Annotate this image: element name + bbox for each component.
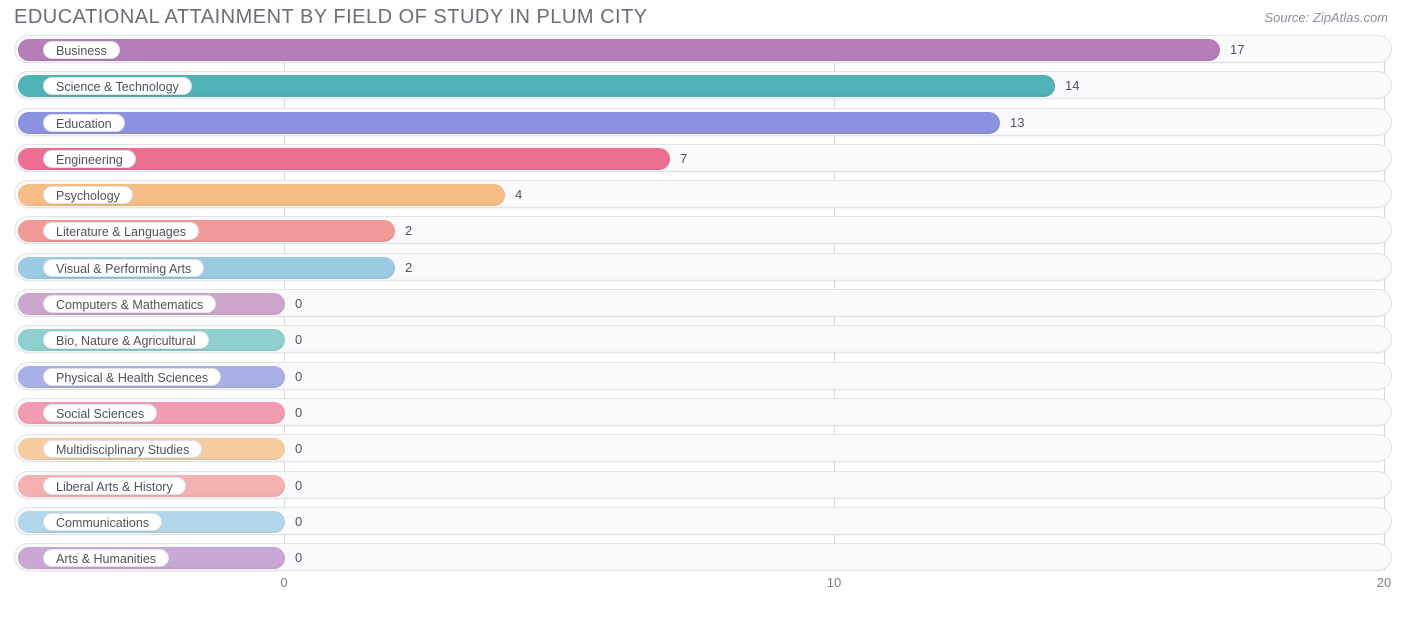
bar-cap-icon [18,475,40,497]
bar-row: Physical & Health Sciences 0 [14,362,1392,390]
value-label: 0 [295,513,302,531]
header-row: EDUCATIONAL ATTAINMENT BY FIELD OF STUDY… [0,0,1406,33]
value-label: 2 [405,259,412,277]
value-label: 0 [295,368,302,386]
chart-area: Business 17 Science & Technology 14 Educatio… [0,33,1406,595]
category-pill: Liberal Arts & History [43,477,186,495]
category-pill: Arts & Humanities [43,549,169,567]
category-pill: Science & Technology [43,77,192,95]
value-label: 0 [295,295,302,313]
bar-row: Education 13 [14,108,1392,136]
value-label: 0 [295,404,302,422]
bar-cap-icon [18,402,40,424]
bar [18,112,1000,134]
category-pill: Physical & Health Sciences [43,368,221,386]
plot-wrap: Business 17 Science & Technology 14 Educatio… [14,35,1392,571]
bar-row: Multidisciplinary Studies 0 [14,434,1392,462]
value-label: 2 [405,222,412,240]
bar-row: Science & Technology 14 [14,71,1392,99]
category-pill: Engineering [43,150,136,168]
category-pill: Education [43,114,125,132]
bar [18,39,1220,61]
x-axis: 0 10 20 [14,573,1392,595]
bar-row: Bio, Nature & Agricultural 0 [14,325,1392,353]
value-label: 13 [1010,114,1024,132]
value-label: 4 [515,186,522,204]
category-pill: Bio, Nature & Agricultural [43,331,209,349]
category-pill: Communications [43,513,162,531]
bar-cap-icon [18,257,40,279]
axis-tick-label: 0 [280,575,287,590]
bar-row: Liberal Arts & History 0 [14,471,1392,499]
bar-cap-icon [18,547,40,569]
category-pill: Literature & Languages [43,222,199,240]
bar-row: Arts & Humanities 0 [14,543,1392,571]
bar-row: Communications 0 [14,507,1392,535]
axis-tick-label: 20 [1377,575,1391,590]
bar-cap-icon [18,366,40,388]
value-label: 0 [295,440,302,458]
value-label: 0 [295,477,302,495]
axis-tick-label: 10 [827,575,841,590]
category-pill: Computers & Mathematics [43,295,216,313]
bar-row: Business 17 [14,35,1392,63]
bar-cap-icon [18,39,40,61]
bar-row: Visual & Performing Arts 2 [14,253,1392,281]
chart-title: EDUCATIONAL ATTAINMENT BY FIELD OF STUDY… [14,6,648,29]
bar-cap-icon [18,511,40,533]
category-pill: Social Sciences [43,404,157,422]
bar-row: Social Sciences 0 [14,398,1392,426]
bar-cap-icon [18,112,40,134]
value-label: 0 [295,331,302,349]
category-pill: Business [43,41,120,59]
bar-row: Computers & Mathematics 0 [14,289,1392,317]
category-pill: Visual & Performing Arts [43,259,204,277]
bar-cap-icon [18,293,40,315]
bar-row: Literature & Languages 2 [14,216,1392,244]
value-label: 7 [680,150,687,168]
category-pill: Psychology [43,186,133,204]
source-attribution: Source: ZipAtlas.com [1264,10,1388,25]
bar-row: Engineering 7 [14,144,1392,172]
bar-row: Psychology 4 [14,180,1392,208]
value-label: 14 [1065,77,1079,95]
value-label: 17 [1230,41,1244,59]
bar-cap-icon [18,148,40,170]
category-pill: Multidisciplinary Studies [43,440,202,458]
value-label: 0 [295,549,302,567]
